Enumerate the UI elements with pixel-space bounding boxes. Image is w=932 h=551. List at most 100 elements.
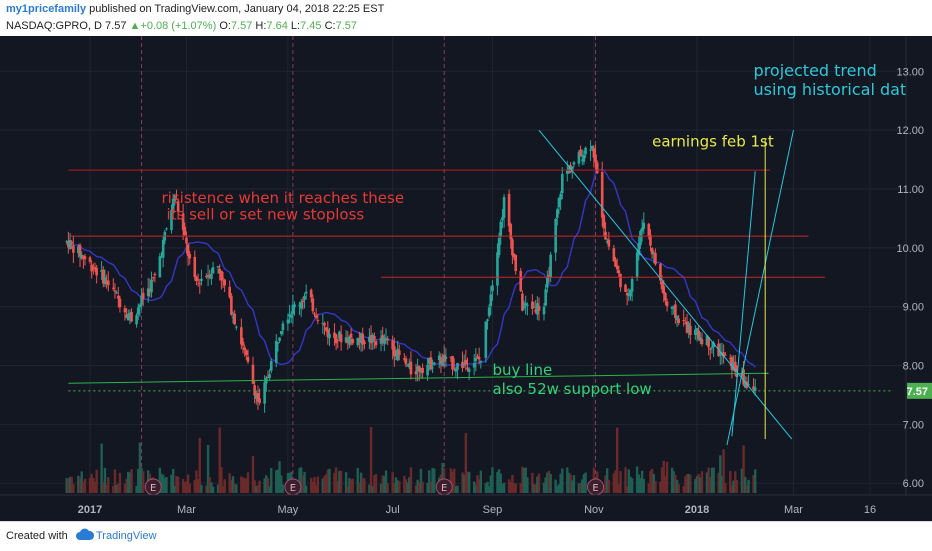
candle-body bbox=[650, 248, 654, 255]
candle-body bbox=[572, 162, 576, 165]
volume-bar bbox=[198, 437, 201, 493]
volume-bar bbox=[243, 478, 246, 493]
tradingview-brand-link[interactable]: TradingView bbox=[96, 530, 157, 542]
candle-body bbox=[416, 366, 419, 372]
volume-bar bbox=[206, 444, 210, 493]
volume-bar bbox=[406, 482, 409, 493]
candle-body bbox=[590, 145, 594, 150]
volume-bar bbox=[582, 474, 586, 493]
candle-body bbox=[602, 215, 606, 229]
volume-bar bbox=[537, 473, 541, 493]
candle-body bbox=[497, 238, 501, 255]
candle-body bbox=[511, 239, 514, 256]
volume-bar bbox=[557, 484, 561, 493]
volume-bar bbox=[730, 485, 734, 493]
volume-bar bbox=[454, 486, 458, 493]
volume-bar bbox=[393, 483, 396, 493]
candle-body bbox=[356, 337, 360, 345]
volume-bar bbox=[324, 474, 328, 493]
volume-bar bbox=[125, 478, 128, 493]
volume-bar bbox=[612, 473, 616, 493]
volume-bar bbox=[210, 482, 213, 493]
volume-bar bbox=[456, 485, 459, 493]
volume-bar bbox=[729, 471, 732, 493]
candle-body bbox=[92, 268, 95, 270]
candle-body bbox=[557, 197, 561, 208]
candle-body bbox=[77, 246, 80, 254]
volume-bar bbox=[241, 477, 245, 493]
candle-body bbox=[136, 307, 140, 315]
volume-bar bbox=[734, 471, 737, 493]
volume-bar bbox=[536, 476, 539, 493]
candle-body bbox=[278, 337, 281, 342]
volume-bar bbox=[351, 478, 354, 493]
price-axis[interactable] bbox=[906, 36, 932, 495]
candle-body bbox=[700, 339, 704, 345]
candle-body bbox=[313, 313, 316, 315]
candle-body bbox=[303, 295, 306, 300]
candle-body bbox=[349, 333, 353, 338]
candle-body bbox=[624, 284, 627, 292]
volume-bar bbox=[722, 449, 725, 493]
earnings-marker-label: E bbox=[150, 483, 156, 494]
candle-body bbox=[753, 387, 757, 391]
candle-body bbox=[733, 361, 737, 372]
candle-body bbox=[241, 341, 245, 346]
candle-body bbox=[293, 304, 296, 308]
volume-bar bbox=[579, 482, 582, 493]
candle-body bbox=[699, 337, 702, 341]
candle-body bbox=[600, 171, 604, 218]
volume-bar bbox=[379, 483, 383, 493]
volume-bar bbox=[280, 475, 283, 493]
volume-bar bbox=[276, 469, 280, 493]
volume-bar bbox=[316, 476, 320, 493]
volume-bar bbox=[246, 472, 250, 493]
candle-body bbox=[216, 266, 220, 268]
up-arrow-icon: ▲ bbox=[129, 20, 141, 32]
volume-bar bbox=[368, 484, 371, 493]
volume-bar bbox=[72, 484, 75, 493]
volume-bar bbox=[561, 468, 564, 493]
candle-body bbox=[351, 339, 355, 344]
candle-body bbox=[324, 327, 328, 331]
author-link[interactable]: my1pricefamily bbox=[6, 3, 87, 15]
candle-body bbox=[477, 357, 481, 360]
volume-bar bbox=[531, 472, 534, 493]
candle-body bbox=[414, 371, 418, 375]
candle-body bbox=[532, 307, 536, 309]
candle-body bbox=[742, 369, 745, 385]
tradingview-cloud-icon[interactable] bbox=[76, 528, 94, 542]
price-chart[interactable]: risistence when it reaches these its sell… bbox=[0, 36, 932, 521]
candle-body bbox=[206, 275, 210, 278]
earnings-note: earnings feb 1st bbox=[652, 133, 774, 151]
chart-footer: Created with TradingView bbox=[0, 521, 932, 551]
candle-body bbox=[589, 149, 592, 151]
volume-bar bbox=[321, 478, 325, 493]
candle-body bbox=[304, 291, 308, 294]
volume-bar bbox=[165, 477, 168, 493]
symbol-label[interactable]: NASDAQ:GPRO, D bbox=[6, 20, 102, 32]
candle-body bbox=[123, 308, 127, 313]
volume-bar bbox=[735, 479, 739, 493]
candle-body bbox=[709, 348, 712, 350]
candle-body bbox=[521, 293, 524, 311]
candle-body bbox=[116, 295, 120, 299]
volume-bar bbox=[567, 472, 571, 493]
volume-bar bbox=[231, 476, 235, 493]
candle-body bbox=[429, 357, 433, 370]
candle-body bbox=[659, 264, 662, 281]
volume-bar bbox=[80, 471, 83, 493]
time-axis[interactable] bbox=[0, 495, 932, 521]
earnings-marker-label: E bbox=[441, 483, 447, 494]
volume-bar bbox=[265, 475, 268, 493]
candle-body bbox=[246, 356, 250, 362]
candle-body bbox=[484, 321, 488, 358]
candle-body bbox=[158, 256, 162, 278]
volume-bar bbox=[604, 475, 607, 493]
candle-body bbox=[507, 193, 511, 227]
publish-text: published on TradingView.com, January 04… bbox=[89, 3, 385, 15]
volume-bar bbox=[474, 484, 478, 493]
created-with-label: Created with bbox=[6, 530, 68, 542]
projection-note-line2: using historical data bbox=[754, 80, 916, 99]
